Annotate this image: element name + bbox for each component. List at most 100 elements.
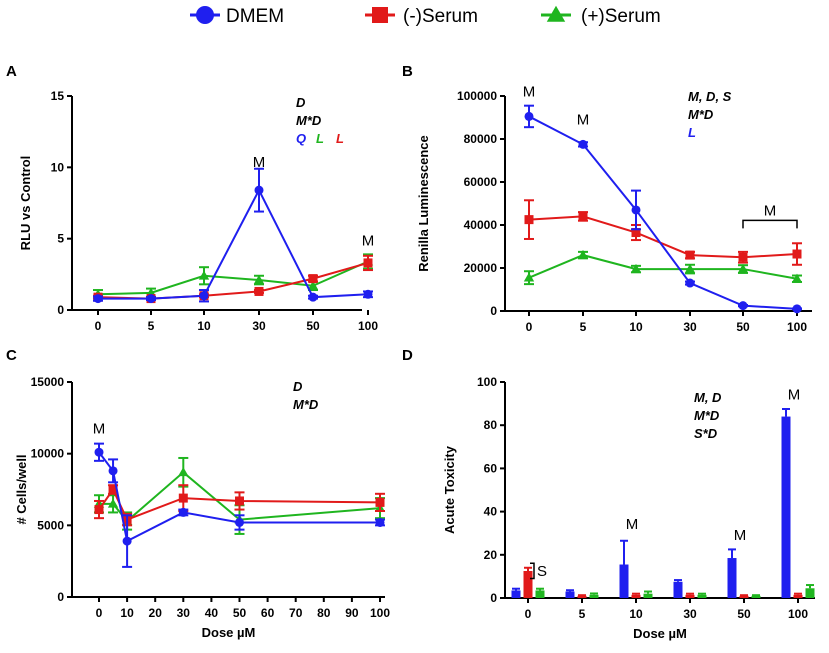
panel-c-point-dmem bbox=[178, 507, 188, 517]
panel-d-y-tick-label: 40 bbox=[484, 505, 498, 519]
panel-a-point-dmem bbox=[363, 289, 373, 299]
panel-b-point-serum bbox=[631, 228, 641, 238]
legend-marker-dmem bbox=[196, 6, 214, 24]
panel-c-point-serum bbox=[108, 485, 118, 494]
panel-d-bar-dmem bbox=[511, 590, 521, 598]
panel-label-b: B bbox=[402, 63, 413, 80]
panel-d-bar-dmem bbox=[727, 558, 737, 598]
panel-d-significance-mark: M bbox=[788, 387, 801, 404]
panel-b-y-tick-label: 20000 bbox=[464, 261, 498, 275]
panel-a-x-tick-label: 5 bbox=[148, 319, 155, 333]
panel-a-line-serum bbox=[97, 260, 369, 296]
panel-b-point-dmem bbox=[524, 111, 534, 121]
panel-a-point-dmem bbox=[254, 185, 264, 195]
panel-c-y-tick-label: 10000 bbox=[31, 447, 65, 461]
panel-d-bar-serum bbox=[535, 590, 545, 598]
panel-a-point-dmem bbox=[146, 294, 156, 304]
panel-b-line-serum bbox=[528, 254, 798, 280]
panel-d-bar-serum bbox=[685, 594, 695, 598]
panel-b-point-dmem bbox=[685, 278, 695, 288]
legend-label-dmem: DMEM bbox=[226, 6, 284, 27]
panel-b-point-serum bbox=[791, 273, 803, 283]
panel-a-annotation: M*D bbox=[296, 113, 322, 128]
panel-a-point-serum bbox=[198, 270, 210, 280]
panel-d-x-tick-label: 100 bbox=[788, 607, 808, 621]
panel-b-point-dmem bbox=[738, 301, 748, 311]
panel-d-significance-mark: M bbox=[626, 516, 639, 533]
panel-a-x-tick-label: 100 bbox=[358, 319, 378, 333]
panel-b-line-dmem bbox=[528, 115, 798, 310]
panel-d-significance-mark: M bbox=[734, 527, 747, 544]
panel-d-bar-serum bbox=[577, 595, 587, 598]
panel-a-y-tick-label: 15 bbox=[51, 89, 65, 103]
panel-c-chart: 0 5000 10000 15000 # Cells/well Dose µM 0 10 20 3… bbox=[14, 375, 390, 640]
panel-c-x-tick-label: 20 bbox=[149, 606, 163, 620]
panel-c-x-tick-label: 90 bbox=[345, 606, 359, 620]
panel-d-annotation: M, D bbox=[694, 390, 722, 405]
panel-d-chart: 0 20 40 60 80 100 Acute Toxicity Dose µM 0 5 10 30 5… bbox=[442, 375, 815, 641]
panel-a-significance-mark: M bbox=[362, 233, 375, 250]
panel-d-y-tick-label: 80 bbox=[484, 418, 498, 432]
panel-d-bar-serum bbox=[793, 594, 803, 598]
panel-a-y-tick-label: 5 bbox=[57, 232, 64, 246]
panel-d-x-tick-label: 5 bbox=[579, 607, 586, 621]
panel-c-point-serum bbox=[178, 467, 189, 477]
panel-a-x-tick-label: 30 bbox=[252, 319, 266, 333]
legend-marker-serum bbox=[546, 5, 566, 22]
panel-c-point-dmem bbox=[94, 447, 104, 457]
panel-c-x-tick-label: 80 bbox=[317, 606, 331, 620]
panel-b-point-serum bbox=[577, 249, 589, 259]
panel-b-point-dmem bbox=[631, 205, 641, 215]
panel-d-x-axis-title: Dose µM bbox=[633, 626, 687, 641]
panel-b-x-tick-label: 0 bbox=[526, 320, 533, 334]
panel-b-point-serum bbox=[792, 249, 802, 259]
panel-c-point-dmem bbox=[375, 517, 385, 527]
panel-c-point-serum bbox=[178, 493, 188, 503]
panel-c-y-tick-label: 5000 bbox=[37, 518, 64, 532]
panel-a-y-tick-label: 10 bbox=[51, 160, 65, 174]
panel-a-significance-mark: M bbox=[253, 154, 266, 171]
panel-d-bar-dmem bbox=[565, 591, 575, 598]
panel-a-point-serum bbox=[253, 274, 265, 284]
panel-c-point-dmem bbox=[108, 466, 118, 476]
legend-label-serum: (+)Serum bbox=[581, 6, 661, 27]
panel-c-annotation: D bbox=[293, 379, 303, 394]
panel-c-y-tick-label: 0 bbox=[57, 590, 64, 604]
panel-a-line-dmem bbox=[98, 187, 369, 300]
panel-b-y-tick-label: 0 bbox=[490, 304, 497, 318]
panel-b-point-serum bbox=[685, 250, 695, 260]
legend-label-serum: (-)Serum bbox=[403, 6, 478, 27]
panel-d-x-tick-label: 0 bbox=[525, 607, 532, 621]
panel-a-x-tick-label: 10 bbox=[197, 319, 211, 333]
panel-a-y-axis-title: RLU vs Control bbox=[18, 156, 33, 251]
panel-c-point-dmem bbox=[122, 536, 132, 546]
panel-b-significance-mark: M bbox=[523, 83, 536, 100]
panel-a-point-dmem bbox=[308, 292, 318, 302]
panel-c-y-tick-label: 15000 bbox=[31, 375, 65, 389]
panel-a-x-tick-label: 50 bbox=[306, 319, 320, 333]
panel-c-x-tick-label: 60 bbox=[261, 606, 275, 620]
panel-a-point-dmem bbox=[93, 294, 103, 304]
panel-a-trend-letter: L bbox=[336, 131, 344, 146]
panel-label-d: D bbox=[402, 347, 413, 364]
panel-c-y-axis-title: # Cells/well bbox=[14, 454, 29, 524]
panel-d-bar-serum bbox=[805, 588, 815, 598]
panel-b-point-dmem bbox=[792, 304, 802, 314]
panel-c-x-axis-title: Dose µM bbox=[202, 625, 256, 640]
panel-b-significance-mark: M bbox=[577, 111, 590, 128]
panel-d-y-tick-label: 0 bbox=[490, 591, 497, 605]
legend: DMEM (-)Serum (+)Serum bbox=[190, 5, 661, 27]
panel-c-x-tick-label: 30 bbox=[177, 606, 191, 620]
panel-d-annotation: S*D bbox=[694, 426, 718, 441]
panel-a-trend-letter: Q bbox=[296, 131, 306, 146]
panel-c-x-tick-label: 10 bbox=[120, 606, 134, 620]
panel-b-y-tick-label: 60000 bbox=[464, 175, 498, 189]
panel-b-annotation: M*D bbox=[688, 107, 714, 122]
panel-d-bar-serum bbox=[751, 595, 761, 598]
panel-b-x-tick-label: 5 bbox=[580, 320, 587, 334]
panel-b-point-serum bbox=[578, 211, 588, 221]
panel-b-point-serum bbox=[738, 252, 748, 262]
panel-d-bar-dmem bbox=[619, 564, 629, 598]
panel-d-bar-serum bbox=[697, 594, 707, 598]
